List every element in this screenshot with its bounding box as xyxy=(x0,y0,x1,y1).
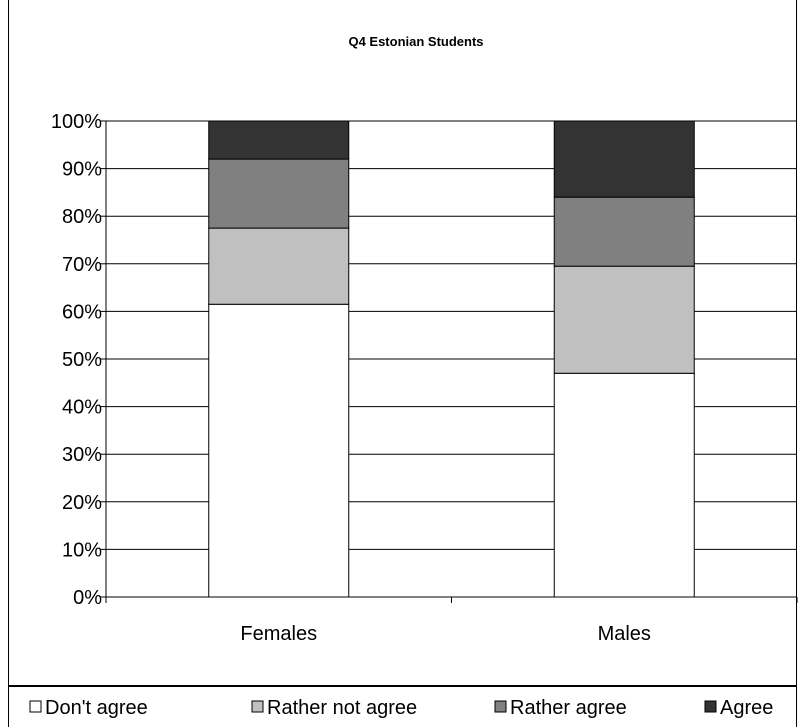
axes xyxy=(100,120,798,603)
legend: Don't agree Rather not agree Rather agree A… xyxy=(29,697,773,719)
legend-label: Rather agree xyxy=(510,697,627,719)
chart-title: Q4 Estonian Students xyxy=(348,34,483,49)
y-tick-labels: 0% 10% 20% 30% 40% 50% 60% 70% 80% 90% 100% xyxy=(51,111,102,609)
x-tick-labels: Females Males xyxy=(240,623,651,645)
y-tick-label: 50% xyxy=(62,349,102,371)
legend-swatch xyxy=(29,700,42,713)
bar-segment xyxy=(208,120,350,160)
y-tick-label: 0% xyxy=(73,587,102,609)
legend-swatch xyxy=(251,700,264,713)
x-tick-label: Females xyxy=(240,623,317,645)
y-tick-label: 30% xyxy=(62,444,102,466)
bar-segment xyxy=(553,196,695,267)
y-tick-label: 60% xyxy=(62,301,102,323)
chart-frame xyxy=(8,0,797,686)
bar-segment xyxy=(553,120,695,198)
bars xyxy=(208,120,695,598)
bar-segment xyxy=(208,158,350,229)
x-tick-label: Males xyxy=(598,623,651,645)
bar-segment xyxy=(208,303,350,598)
y-tick-label: 70% xyxy=(62,254,102,276)
legend-swatch xyxy=(494,700,507,713)
y-tick-label: 90% xyxy=(62,159,102,181)
legend-label: Agree xyxy=(720,697,773,719)
bar-segment xyxy=(553,265,695,374)
y-tick-label: 100% xyxy=(51,111,102,133)
bar-segment xyxy=(208,227,350,305)
y-tick-label: 20% xyxy=(62,492,102,514)
y-tick-label: 40% xyxy=(62,397,102,419)
y-tick-label: 80% xyxy=(62,206,102,228)
legend-label: Don't agree xyxy=(45,697,148,719)
legend-label: Rather not agree xyxy=(267,697,417,719)
y-tick-label: 10% xyxy=(62,539,102,561)
bar-segment xyxy=(553,372,695,598)
legend-swatch xyxy=(704,700,717,713)
legend-frame xyxy=(8,686,797,727)
